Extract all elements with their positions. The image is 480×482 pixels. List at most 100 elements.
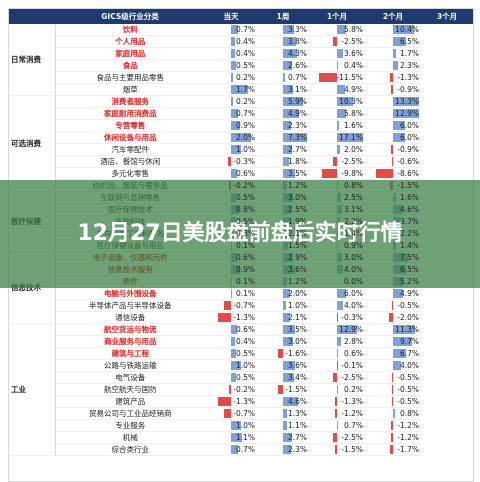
value-bar	[393, 409, 395, 418]
value-cell: 2.0%	[205, 132, 257, 144]
value-text: 1.8%	[288, 157, 307, 166]
value-cell: 13.3%	[365, 96, 421, 108]
value-cell: 1.1%	[257, 420, 309, 432]
value-cell: -0.5%	[365, 396, 421, 408]
header-gics: GICS级行业分类	[55, 9, 205, 24]
value-cell: 4.0%	[309, 300, 365, 312]
value-cell: -0.9%	[365, 84, 421, 96]
value-cell: 0.4%	[205, 336, 257, 348]
value-text: 4.9%	[400, 289, 419, 298]
value-bar	[392, 385, 393, 394]
value-bar	[390, 445, 393, 454]
value-text: 0.9%	[344, 241, 363, 250]
value-bar	[392, 301, 393, 310]
table-header-row: GICS级行业分类 当天 1周 1个月 2个月 3个月	[9, 9, 473, 24]
value-text: 1.4%	[400, 241, 419, 250]
value-cell: 5.8%	[309, 24, 365, 36]
value-text: 0.2%	[344, 385, 363, 394]
value-text: -2.5%	[341, 373, 363, 382]
value-text: 1.3%	[288, 409, 307, 418]
value-bar	[337, 145, 340, 154]
value-cell: -0.7%	[205, 300, 257, 312]
value-cell: 2.1%	[257, 312, 309, 324]
value-cell: 2.7%	[257, 432, 309, 444]
value-cell: -0.9%	[365, 144, 421, 156]
value-text: -11.5%	[336, 73, 363, 82]
value-text: 2.9%	[288, 253, 307, 262]
value-text: 6.5%	[400, 37, 419, 46]
value-text: 0.9%	[236, 121, 255, 130]
value-bar	[392, 157, 393, 166]
value-text: 4.0%	[344, 265, 363, 274]
value-text: 0.4%	[236, 37, 255, 46]
value-cell: -2.5%	[309, 372, 365, 384]
value-text: 0.6%	[236, 253, 255, 262]
table-row: 通信设备-1.3%2.1%-0.3%-2.0%	[9, 312, 473, 324]
value-text: 4.9%	[344, 85, 363, 94]
value-text: 0.6%	[344, 349, 363, 358]
value-text: 0.8%	[344, 181, 363, 190]
value-bar	[231, 73, 233, 82]
value-bar	[278, 349, 283, 358]
value-text: 0.7%	[236, 25, 255, 34]
value-text: 0.8%	[236, 205, 255, 214]
value-cell: -8.6%	[365, 168, 421, 180]
value-text: -0.3%	[233, 157, 255, 166]
value-bar	[333, 37, 337, 46]
value-text: 1.6%	[400, 193, 419, 202]
value-cell: -1.2%	[365, 420, 421, 432]
value-text: 1.1%	[236, 433, 255, 442]
value-bar	[231, 289, 232, 298]
value-bar	[337, 421, 338, 430]
value-text: 5.9%	[288, 97, 307, 106]
value-cell: 2.3%	[257, 120, 309, 132]
value-cell: -0.1%	[309, 360, 365, 372]
value-bar	[391, 421, 393, 430]
value-text: -1.2%	[397, 421, 419, 430]
value-text: 3.0%	[288, 337, 307, 346]
table-row: 半导体产品与半导体设备-0.7%1.0%4.0%-0.5%	[9, 300, 473, 312]
value-text: 6.0%	[400, 121, 419, 130]
value-bar	[283, 421, 287, 430]
value-text: 3.4%	[288, 373, 307, 382]
value-cell: 7.3%	[257, 132, 309, 144]
value-text: 0.9%	[236, 265, 255, 274]
value-text: 0.7%	[236, 445, 255, 454]
value-text: -0.6%	[397, 157, 419, 166]
value-text: -2.5%	[341, 37, 363, 46]
value-cell: 3.4%	[257, 372, 309, 384]
value-cell: -1.2%	[365, 432, 421, 444]
table-row: 建筑产品-1.3%4.6%-1.3%-0.5%	[9, 396, 473, 408]
value-text: -0.7%	[233, 301, 255, 310]
value-text: 3.6%	[288, 265, 307, 274]
value-cell: 0.2%	[309, 384, 365, 396]
value-cell: -1.3%	[309, 396, 365, 408]
value-cell: 0.7%	[205, 24, 257, 36]
value-bar	[393, 61, 398, 70]
value-cell: 10.4%	[365, 24, 421, 36]
value-cell: 3.0%	[257, 336, 309, 348]
value-text: 1.0%	[288, 301, 307, 310]
value-bar	[335, 397, 337, 406]
value-text: 5.2%	[400, 277, 419, 286]
value-cell: 2.6%	[257, 60, 309, 72]
value-bar	[231, 37, 235, 46]
value-text: 0.2%	[236, 97, 255, 106]
value-cell: -1.3%	[205, 312, 257, 324]
value-text: 1.2%	[288, 277, 307, 286]
value-cell: -1.5%	[257, 384, 309, 396]
value-text: -0.5%	[397, 373, 419, 382]
value-cell: 3.1%	[257, 84, 309, 96]
value-cell: 0.7%	[309, 420, 365, 432]
industry-name: 电脑与外围设备	[55, 288, 205, 300]
value-text: -0.5%	[397, 301, 419, 310]
value-text: 0.5%	[236, 217, 255, 226]
value-text: 2.3%	[288, 445, 307, 454]
value-text: 9.7%	[400, 337, 419, 346]
value-cell: 6.0%	[365, 120, 421, 132]
value-text: -0.3%	[341, 313, 363, 322]
